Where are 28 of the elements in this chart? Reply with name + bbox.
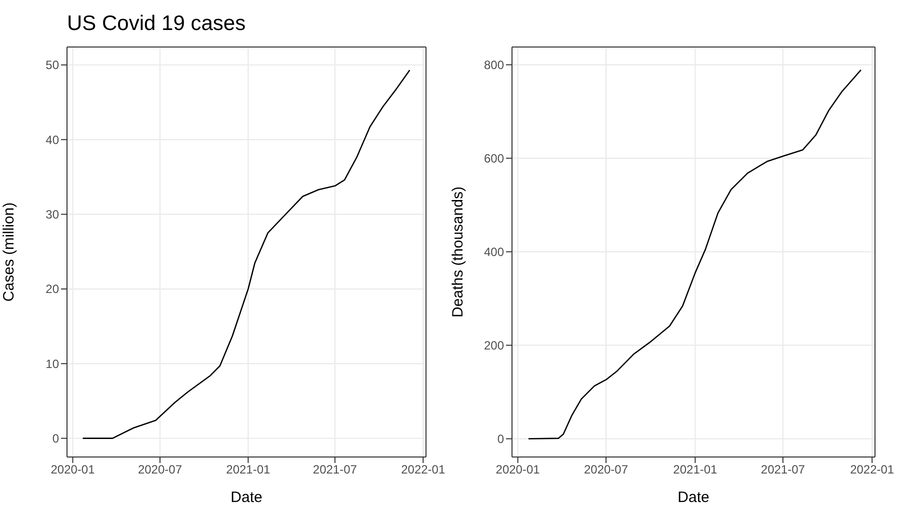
x-tick-label: 2020-07 (138, 462, 182, 477)
x-tick-label: 2021-07 (312, 462, 358, 477)
x-tick-label: 2021-07 (760, 462, 806, 477)
line-series (82, 70, 410, 439)
x-tick-label: 2020-01 (496, 462, 540, 477)
y-tick-label: 200 (484, 338, 504, 353)
x-axis-title: Date (678, 489, 710, 506)
x-axis-title: Date (230, 489, 262, 506)
x-tick-label: 2021-01 (226, 462, 271, 477)
y-tick-label: 30 (46, 208, 60, 222)
x-tick-label: 2022-01 (850, 462, 894, 477)
y-tick-label: 800 (484, 58, 504, 72)
y-tick-label: 600 (484, 152, 504, 166)
y-tick-label: 50 (46, 58, 60, 72)
x-tick-label: 2020-07 (584, 462, 628, 477)
y-tick-label: 10 (46, 356, 60, 371)
y-tick-label: 40 (46, 132, 60, 147)
y-axis-title: Cases (million) (0, 202, 18, 302)
y-tick-label: 20 (46, 282, 60, 296)
line-series (528, 69, 862, 440)
x-tick-label: 2021-01 (673, 462, 718, 477)
y-tick-label: 0 (497, 432, 504, 446)
x-tick-label: 2022-01 (401, 462, 446, 477)
y-tick-label: 0 (52, 432, 60, 446)
x-tick-label: 2020-01 (50, 462, 96, 477)
y-axis-title: Deaths (thousands) (449, 186, 466, 318)
y-tick-label: 400 (484, 245, 504, 260)
chart-title: US Covid 19 cases (67, 12, 246, 36)
